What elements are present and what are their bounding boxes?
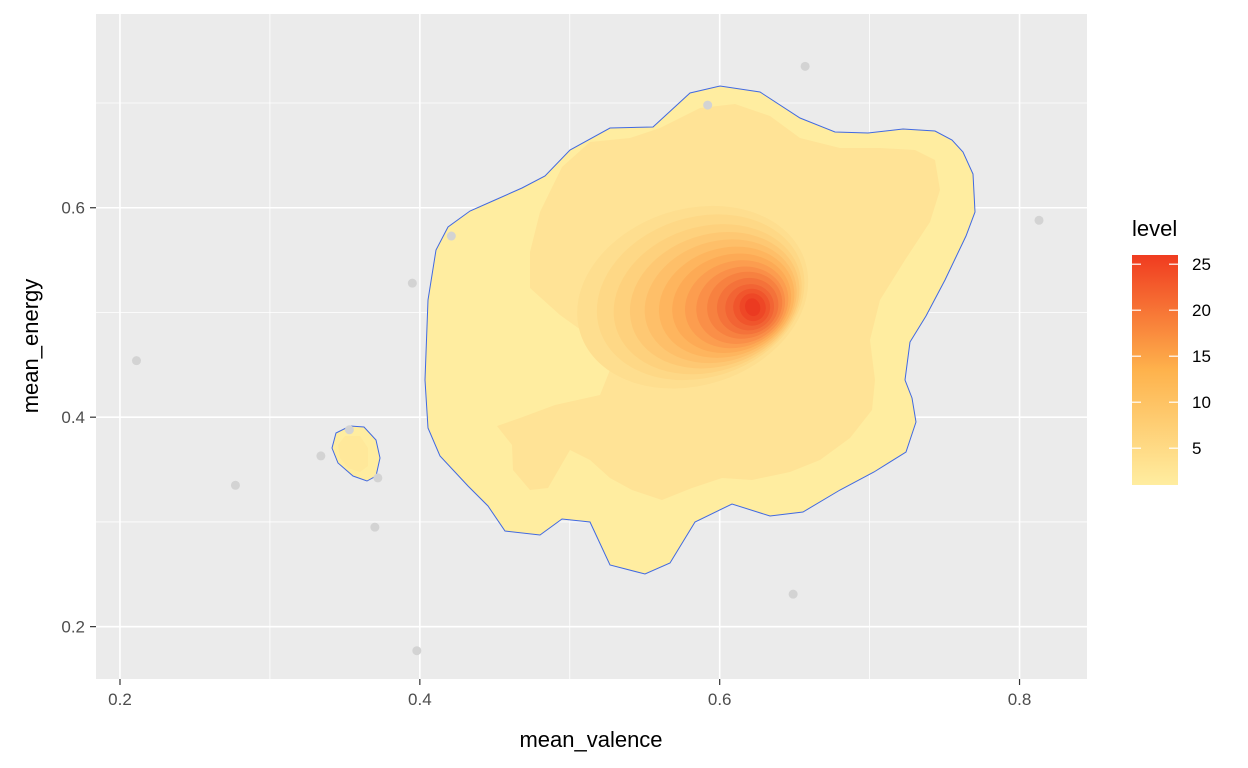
y-tick-label: 0.6 [61,199,85,218]
y-tick-label: 0.2 [61,618,85,637]
data-point [230,480,240,490]
x-tick-label: 0.8 [1008,690,1032,709]
x-tick-label: 0.2 [108,690,132,709]
data-point [131,356,141,366]
data-point [703,100,713,110]
x-tick-label: 0.6 [708,690,732,709]
legend-tick-label: 10 [1192,393,1211,412]
data-point [370,522,380,532]
legend-tick-label: 25 [1192,255,1211,274]
y-axis-title: mean_energy [18,279,43,414]
data-point [407,278,417,288]
density-level-2-secondary [338,436,368,472]
data-point [1034,215,1044,225]
legend-colorbar [1132,255,1178,485]
density-level-17 [745,298,761,317]
data-point [412,646,422,656]
legend-title: level [1132,216,1177,241]
y-tick-label: 0.4 [61,408,85,427]
legend: level 5 10 15 20 25 [1132,216,1211,485]
legend-tick-label: 5 [1192,439,1201,458]
density-contours [331,85,976,575]
x-axis-title: mean_valence [519,727,662,752]
data-point [344,425,354,435]
axis-ticks: 0.2 0.4 0.6 0.8 0.2 0.4 0.6 [61,199,1031,709]
scatter-points [131,61,1044,656]
data-point [788,589,798,599]
legend-tick-label: 15 [1192,347,1211,366]
data-point [800,61,810,71]
legend-tick-label: 20 [1192,301,1211,320]
x-tick-label: 0.4 [408,690,432,709]
data-point [373,473,383,483]
data-point [446,231,456,241]
data-point [316,451,326,461]
